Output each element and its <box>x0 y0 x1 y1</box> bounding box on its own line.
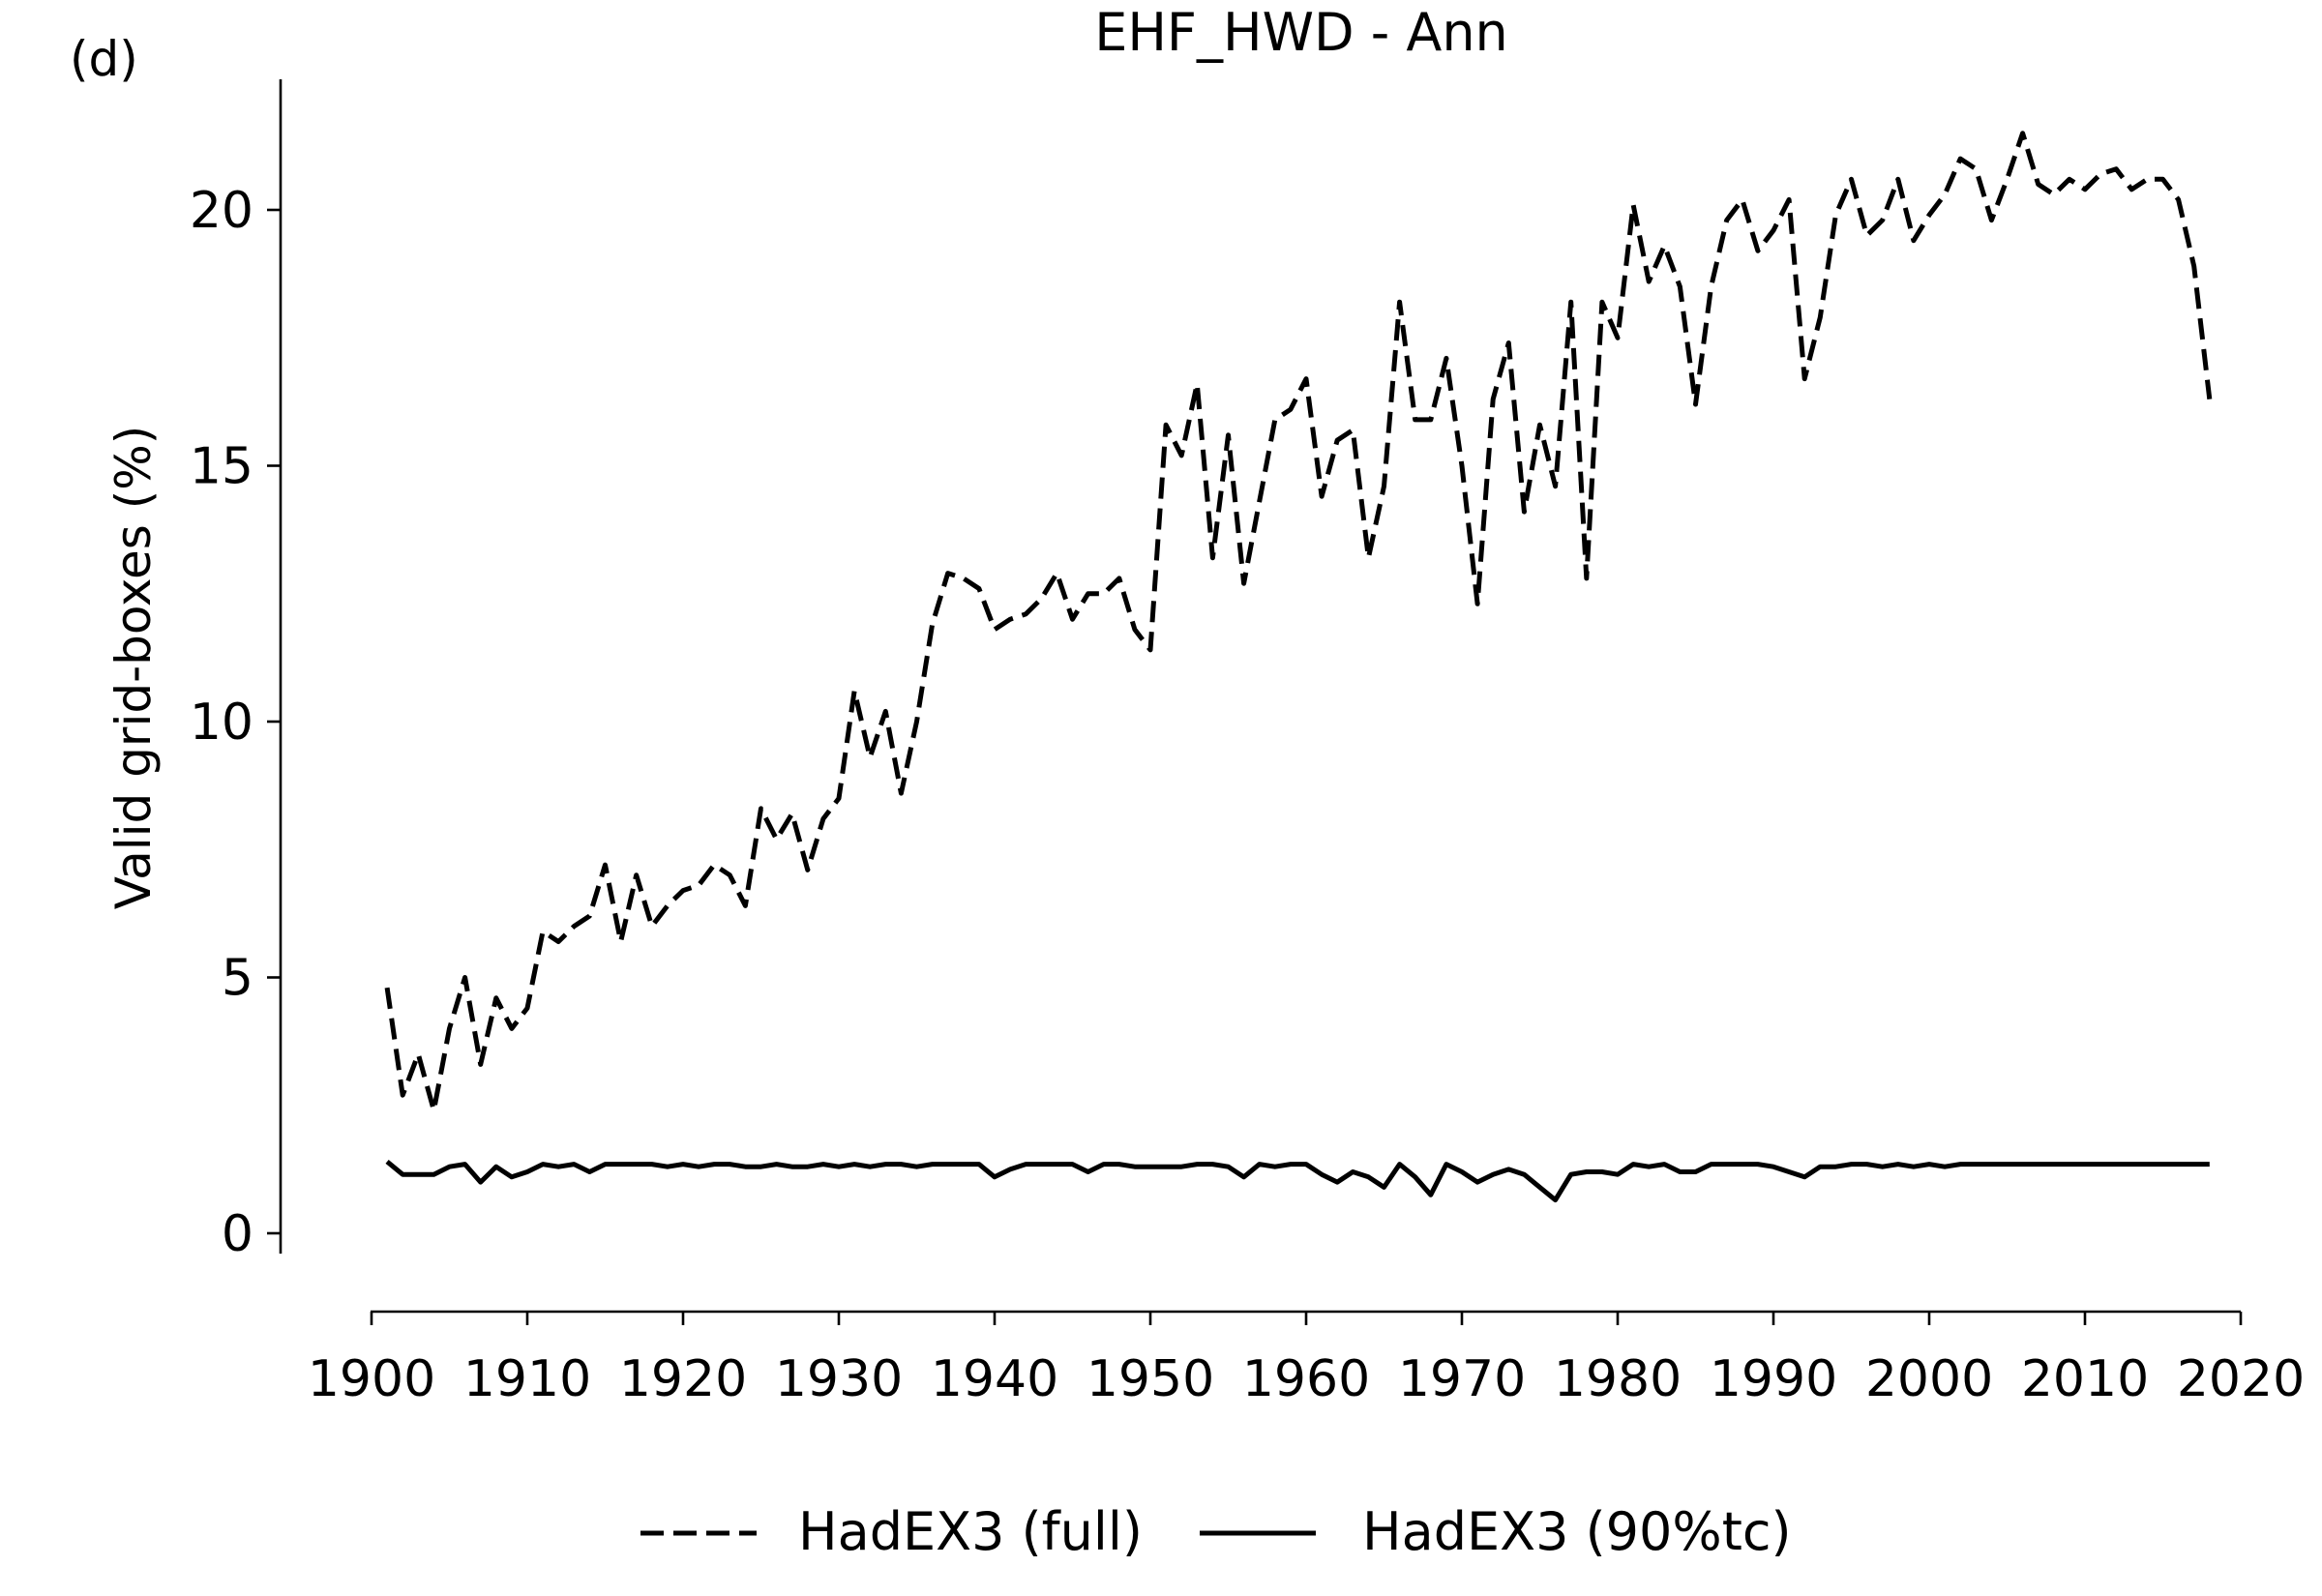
y-tick-label-15: 15 <box>190 438 253 496</box>
legend-label-full: HadEX3 (full) <box>798 1501 1143 1562</box>
x-tick-label-1960: 1960 <box>1242 1350 1370 1408</box>
legend: HadEX3 (full) HadEX3 (90%tc) <box>640 1501 1792 1562</box>
panel-label: (d) <box>70 31 138 87</box>
x-tick-label-1950: 1950 <box>1087 1350 1214 1408</box>
chart-title: EHF_HWD - Ann <box>1094 2 1508 63</box>
y-tick-label-5: 5 <box>222 950 253 1008</box>
x-tick-label-1920: 1920 <box>619 1350 747 1408</box>
x-tick-label-2010: 2010 <box>2021 1350 2149 1408</box>
x-tick-label-1930: 1930 <box>775 1350 903 1408</box>
series-line-full <box>384 131 2213 1113</box>
y-tick-label-20: 20 <box>190 182 253 240</box>
y-tick-label-10: 10 <box>190 694 253 752</box>
legend-label-90tc: HadEX3 (90%tc) <box>1362 1501 1792 1562</box>
series-line-90tc <box>385 1159 2210 1203</box>
x-axis: 1900 1910 1920 1930 1940 1950 1960 1970 1980 1990… <box>308 1310 2305 1408</box>
x-tick-label-1980: 1980 <box>1554 1350 1682 1408</box>
x-ticks: 1900 1910 1920 1930 1940 1950 1960 1970 1980 1990… <box>308 1312 2305 1408</box>
y-axis: 0 5 10 15 20 <box>190 79 283 1263</box>
x-tick-label-1940: 1940 <box>931 1350 1058 1408</box>
y-ticks: 0 5 10 15 20 <box>190 182 281 1263</box>
x-tick-label-2020: 2020 <box>2177 1350 2305 1408</box>
x-tick-label-2000: 2000 <box>1865 1350 1993 1408</box>
plot-area <box>384 131 2213 1203</box>
x-tick-label-1910: 1910 <box>463 1350 591 1408</box>
x-tick-label-1990: 1990 <box>1710 1350 1837 1408</box>
y-axis-label: Valid grid-boxes (%) <box>105 426 162 909</box>
y-tick-label-0: 0 <box>222 1205 253 1263</box>
x-tick-label-1900: 1900 <box>308 1350 435 1408</box>
x-tick-label-1970: 1970 <box>1398 1350 1526 1408</box>
